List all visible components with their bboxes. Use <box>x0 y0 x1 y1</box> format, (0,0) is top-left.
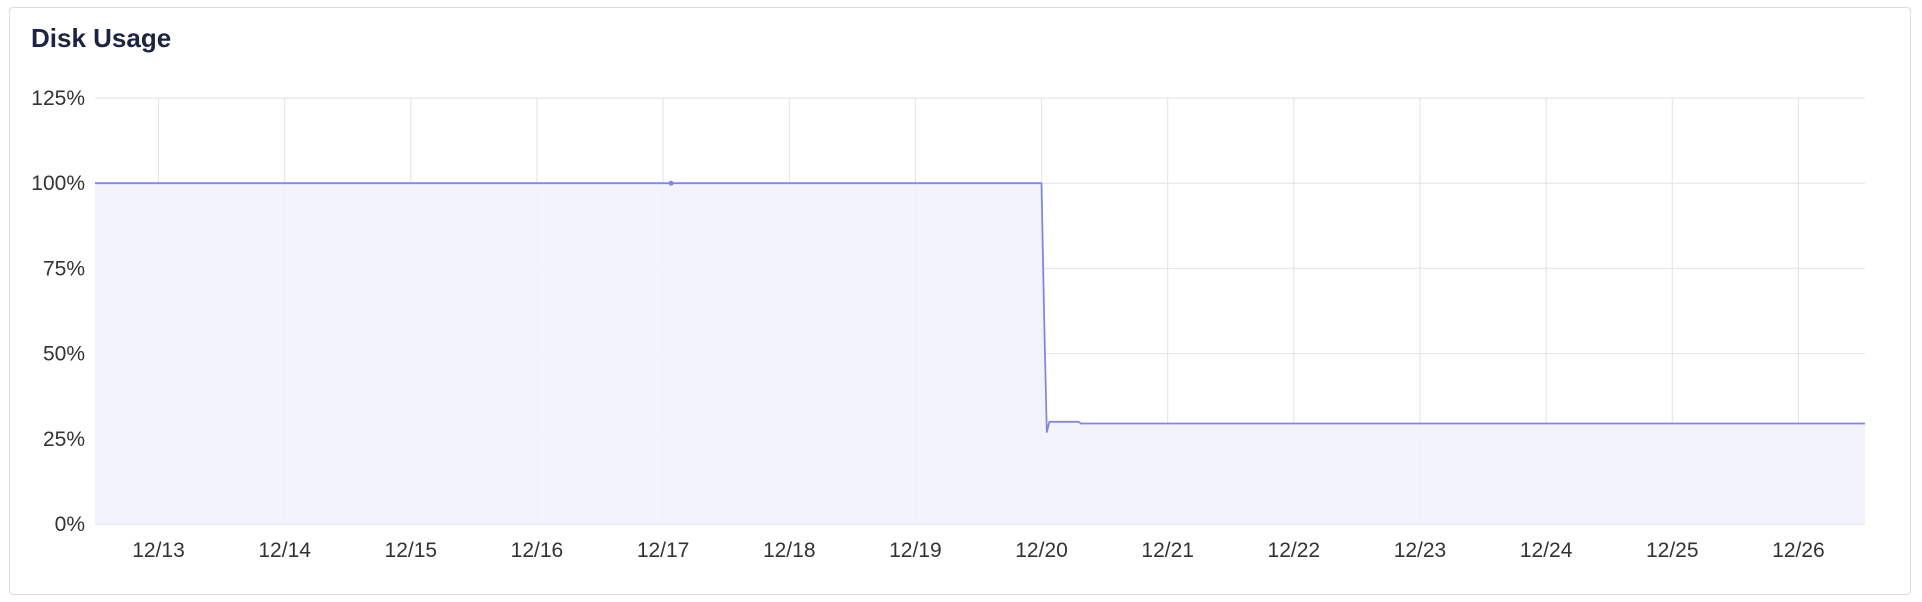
x-tick-label: 12/25 <box>1646 539 1699 562</box>
y-axis-labels: 0% 25% 50% 75% 100% 125% <box>31 87 85 536</box>
x-tick-label: 12/15 <box>385 539 438 562</box>
data-point-marker <box>668 180 674 186</box>
y-tick-label: 0% <box>55 513 85 536</box>
series-area-fill <box>95 183 1865 524</box>
x-tick-label: 12/14 <box>258 539 311 562</box>
chart-title: Disk Usage <box>31 23 172 53</box>
x-tick-label: 12/20 <box>1015 539 1068 562</box>
series-line <box>95 182 1865 433</box>
x-tick-label: 12/17 <box>637 539 690 562</box>
x-tick-label: 12/22 <box>1268 539 1321 562</box>
y-tick-label: 75% <box>43 257 85 280</box>
y-tick-label: 100% <box>31 172 85 195</box>
x-tick-label: 12/21 <box>1141 539 1194 562</box>
x-tick-label: 12/23 <box>1394 539 1447 562</box>
x-axis-labels: 12/13 12/14 12/15 12/16 12/17 12/18 12/19 12/20… <box>132 539 1824 562</box>
x-tick-label: 12/19 <box>889 539 942 562</box>
y-tick-label: 125% <box>31 87 85 110</box>
usage-area <box>95 180 1865 524</box>
x-tick-label: 12/26 <box>1772 539 1825 562</box>
y-tick-label: 50% <box>43 343 85 366</box>
x-tick-label: 12/16 <box>511 539 564 562</box>
x-tick-label: 12/13 <box>132 539 185 562</box>
x-tick-label: 12/24 <box>1520 539 1573 562</box>
x-tick-label: 12/18 <box>763 539 816 562</box>
y-tick-label: 25% <box>43 428 85 451</box>
